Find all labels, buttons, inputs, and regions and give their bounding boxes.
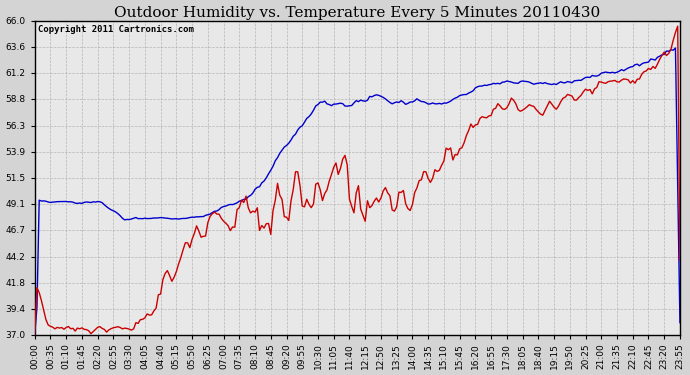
Title: Outdoor Humidity vs. Temperature Every 5 Minutes 20110430: Outdoor Humidity vs. Temperature Every 5… (115, 6, 600, 20)
Text: Copyright 2011 Cartronics.com: Copyright 2011 Cartronics.com (38, 26, 194, 34)
